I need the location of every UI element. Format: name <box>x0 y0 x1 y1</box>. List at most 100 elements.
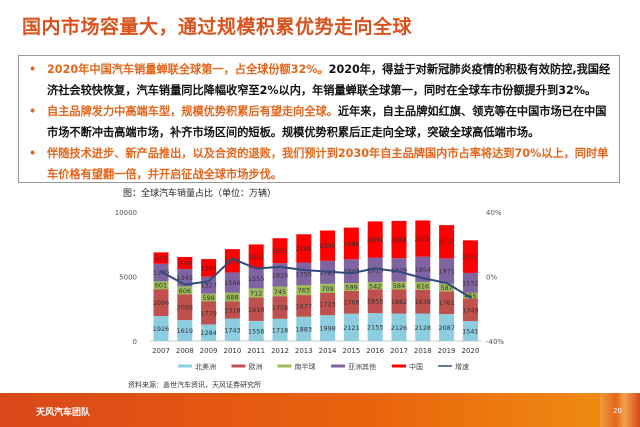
data-label: 1364 <box>200 264 217 272</box>
bar-segment <box>462 240 478 273</box>
bar-segment <box>272 318 288 341</box>
growth-point <box>207 280 210 283</box>
data-label: 1971 <box>438 268 455 276</box>
y2-tick-label: 0% <box>486 274 497 282</box>
data-label: 1327 <box>200 282 217 290</box>
x-tick-label: 2020 <box>461 347 479 355</box>
data-label: 1345 <box>177 274 194 282</box>
data-label: 542 <box>369 282 381 290</box>
data-label: 1843 <box>343 268 360 276</box>
bar-segment <box>248 288 264 298</box>
page-title: 国内市场容量大，通过规模积累优势走向全球 <box>22 16 413 38</box>
y2-tick-label: 40% <box>486 209 502 217</box>
bar-segment <box>296 295 312 317</box>
data-label: 1838 <box>415 298 432 306</box>
data-label: 2808 <box>415 235 432 243</box>
bar-segment <box>343 227 359 260</box>
legend-label: 南半球 <box>295 362 316 371</box>
bullet-dot: • <box>29 147 37 160</box>
bar-segment <box>415 289 431 314</box>
bullet-text: 2020年，得益于对新冠肺炎疫情的积极有效防控,我国经济社会较快恢复，汽车销量同… <box>47 63 611 97</box>
bar-segment <box>343 313 359 341</box>
growth-point <box>231 257 234 260</box>
bar-segment <box>248 268 264 289</box>
bar-segment <box>391 220 407 259</box>
data-label: 2198 <box>296 245 313 253</box>
bullet-highlight: 2020年中国汽车销量蝉联全球第一，占全球份额32%。 <box>47 63 329 76</box>
bullet-dot: • <box>29 105 37 118</box>
x-tick-label: 2016 <box>366 347 384 355</box>
data-label: 1915 <box>367 266 384 274</box>
data-label: 2888 <box>391 236 408 244</box>
bar-segment <box>296 316 312 341</box>
bar-segment <box>462 298 478 322</box>
growth-point <box>278 265 282 269</box>
legend-label: 中国 <box>409 362 423 371</box>
bar-segment <box>177 294 193 321</box>
bar-segment <box>343 290 359 314</box>
bullet-highlight: 自主品牌发力中高端车型，规模优势积累后有望走向全球。 <box>47 105 338 118</box>
data-label: 1882 <box>391 298 408 306</box>
bar-segment <box>153 316 169 341</box>
data-label: 2008 <box>177 304 194 312</box>
bar-segment <box>391 289 407 314</box>
x-tick-label: 2010 <box>223 347 241 355</box>
summary-box: • 2020年中国汽车销量蝉联全球第一，占全球份额32%。2020年，得益于对新冠… <box>18 55 620 183</box>
bar-segment <box>153 281 169 290</box>
data-label: 688 <box>226 294 238 302</box>
bar-segment <box>201 259 217 277</box>
bar-segment <box>320 292 336 316</box>
data-label: 1749 <box>462 306 479 314</box>
bar-segment <box>367 289 383 314</box>
bar-segment <box>296 285 312 296</box>
data-label: 709 <box>321 285 333 293</box>
legend-label: 北美洲 <box>195 362 216 371</box>
data-label: 763 <box>298 287 310 295</box>
growth-point <box>302 268 305 272</box>
data-label: 1318 <box>224 307 241 315</box>
data-label: 1677 <box>296 302 313 310</box>
data-label: 1954 <box>415 266 432 274</box>
bar-segment <box>415 313 431 341</box>
growth-point <box>350 272 353 275</box>
bar-segment <box>296 262 312 286</box>
bar-segment <box>367 257 383 283</box>
data-label: 601 <box>155 282 167 290</box>
bar-segment <box>272 286 288 297</box>
bar-segment <box>439 314 455 341</box>
bar-segment <box>391 258 407 282</box>
growth-point <box>421 276 424 280</box>
legend-swatch <box>277 364 292 368</box>
bar-segment <box>415 281 431 290</box>
bar-segment <box>343 283 359 291</box>
bullet-3: • 伴随技术进步、新产品推出，以及合资的退败，我们预计到2030年自主品牌国内市占… <box>27 143 611 185</box>
data-label: 1758 <box>272 304 289 312</box>
bullet-1: • 2020年中国汽车销量蝉联全球第一，占全球份额32%。2020年，得益于对新冠… <box>27 59 611 101</box>
bar-segment <box>439 283 455 292</box>
bullet-dot: • <box>29 63 37 76</box>
x-tick-label: 2011 <box>247 347 265 355</box>
data-label: 2577 <box>438 238 455 246</box>
legend-swatch <box>178 364 192 368</box>
data-label: 1532 <box>462 279 479 287</box>
bar-segment <box>462 292 478 299</box>
x-tick-label: 2017 <box>390 347 408 355</box>
data-label: 1718 <box>272 326 289 334</box>
x-tick-label: 2009 <box>200 347 218 355</box>
legend-label: 增速 <box>455 362 469 371</box>
bar-segment <box>153 252 169 264</box>
data-label: 2155 <box>367 324 384 332</box>
growth-point <box>397 270 401 273</box>
growth-point <box>159 270 163 273</box>
data-label: 1566 <box>224 279 241 287</box>
data-label: 1779 <box>200 309 217 317</box>
y2-tick-label: -40% <box>486 338 504 346</box>
data-label: 1816 <box>272 271 289 279</box>
data-label: 879 <box>155 255 167 263</box>
x-tick-label: 2019 <box>438 347 456 355</box>
data-label: 455 <box>464 292 476 300</box>
growth-line <box>160 257 471 299</box>
y-tick-label: 5000 <box>119 274 137 282</box>
data-label: 616 <box>417 282 429 290</box>
bullet-2: • 自主品牌发力中高端车型，规模优势积累后有望走向全球。近年来，自主品牌如红旗、领… <box>27 101 611 143</box>
